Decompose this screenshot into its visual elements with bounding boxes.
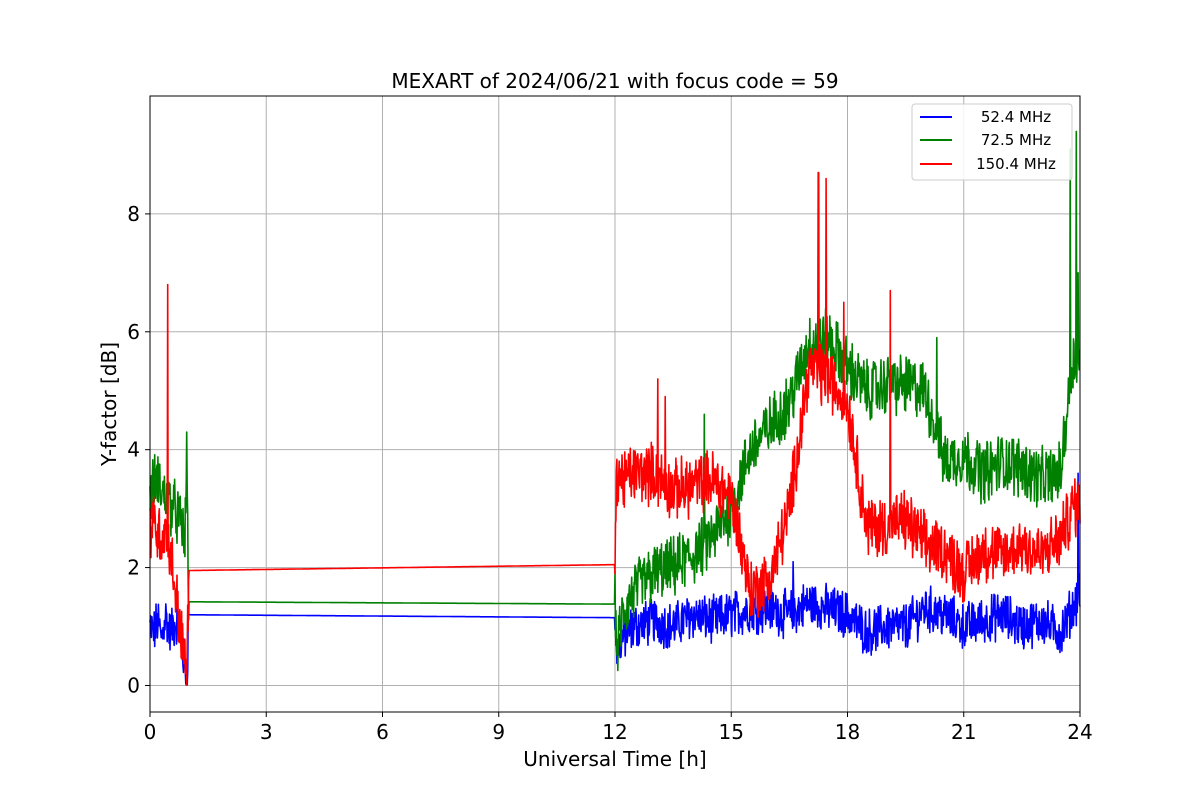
y-axis-title: Y-factor [dB] [97, 342, 121, 467]
x-axis-title: Universal Time [h] [523, 747, 706, 771]
y-tick-label: 6 [127, 320, 140, 344]
legend: 52.4 MHz 72.5 MHz 150.4 MHz [911, 103, 1073, 181]
y-tick-label: 0 [127, 673, 140, 697]
y-tick-label: 4 [127, 438, 140, 462]
legend-entry-72mhz: 72.5 MHz [920, 131, 1051, 149]
y-tick-label: 2 [127, 556, 140, 580]
x-tick-label: 0 [144, 720, 157, 744]
legend-label-52mhz: 52.4 MHz [981, 108, 1051, 126]
legend-entry-150mhz: 150.4 MHz [920, 155, 1056, 173]
series-150mhz [149, 171, 1081, 686]
x-tick-label: 21 [951, 720, 976, 744]
x-tick-label: 12 [602, 720, 627, 744]
series-layer [149, 130, 1081, 686]
x-tick-label: 9 [492, 720, 505, 744]
legend-label-150mhz: 150.4 MHz [976, 155, 1056, 173]
y-tick-label: 8 [127, 202, 140, 226]
legend-label-72mhz: 72.5 MHz [981, 131, 1051, 149]
chart-title: MEXART of 2024/06/21 with focus code = 5… [391, 69, 838, 93]
legend-entry-52mhz: 52.4 MHz [920, 108, 1051, 126]
x-tick-label: 24 [1067, 720, 1092, 744]
x-tick-label: 6 [376, 720, 389, 744]
x-tick-label: 18 [835, 720, 860, 744]
legend-box [911, 103, 1073, 181]
x-tick-label: 15 [719, 720, 744, 744]
x-tick-label: 3 [260, 720, 273, 744]
